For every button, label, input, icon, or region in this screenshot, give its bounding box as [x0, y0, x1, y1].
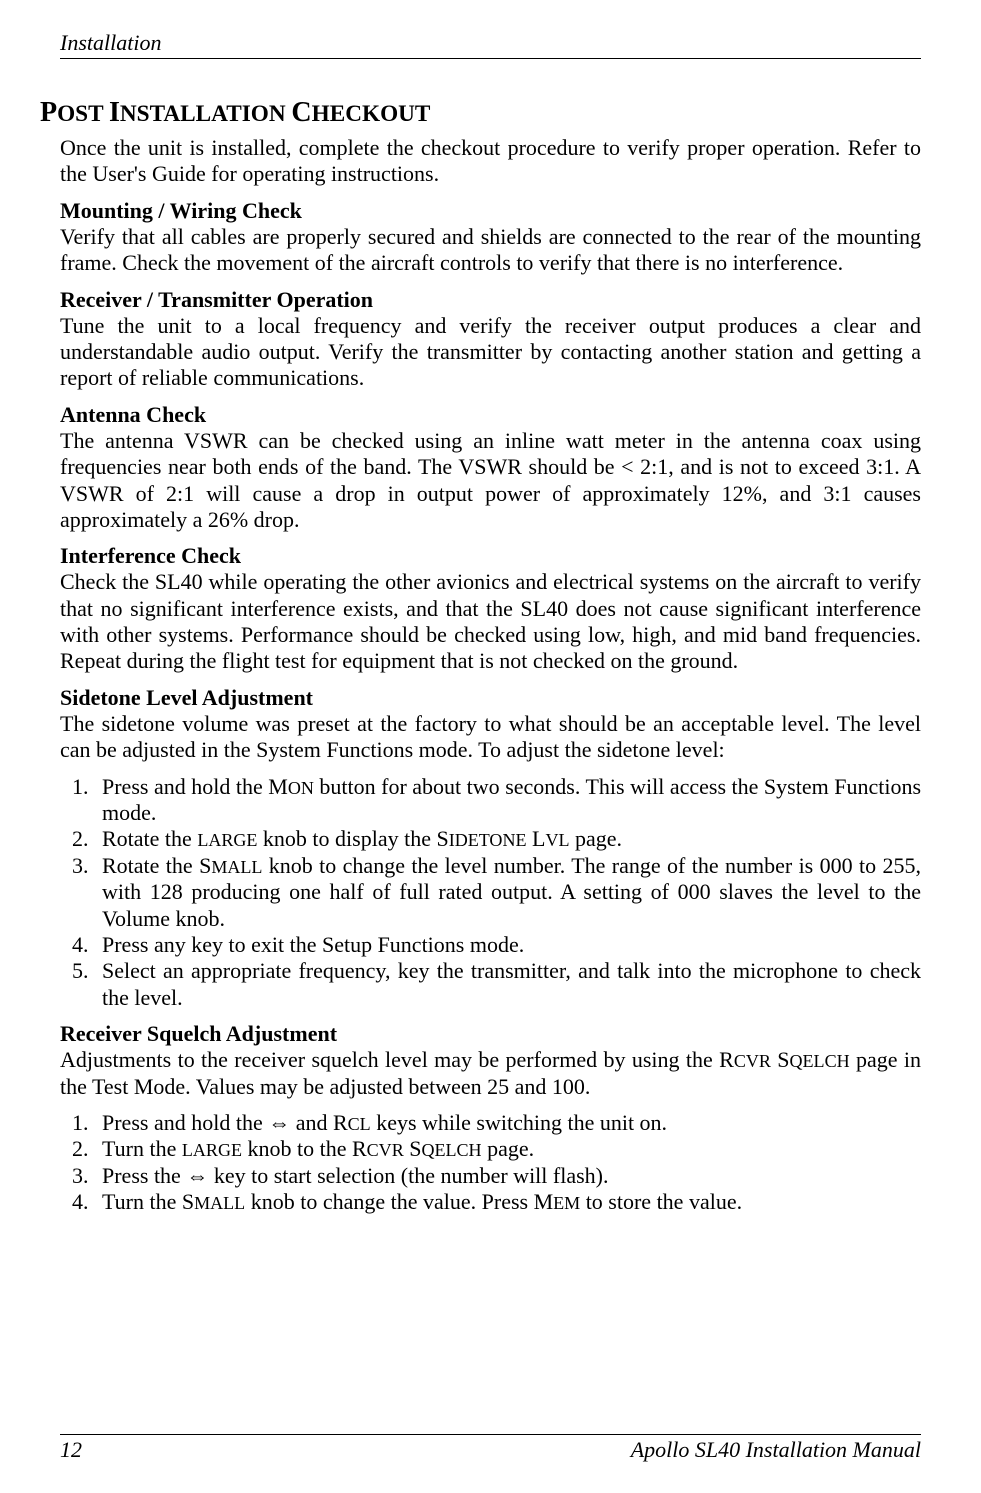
sc: VL — [545, 830, 569, 850]
sidetone-item-4: Press any key to exit the Setup Function… — [94, 932, 921, 958]
t: Turn the — [102, 1136, 182, 1161]
sc: MALL — [194, 1193, 245, 1213]
squelch-text: Adjustments to the receiver squelch leve… — [60, 1047, 921, 1100]
sc: EM — [553, 1193, 580, 1213]
antenna-text: The antenna VSWR can be checked using an… — [60, 428, 921, 534]
t: keys while switching the unit on. — [371, 1110, 667, 1135]
t: S — [771, 1047, 790, 1072]
t: Press and hold the ⇔ and R — [102, 1110, 348, 1135]
t: knob to the R — [242, 1136, 367, 1161]
t: page. — [570, 826, 623, 851]
page-footer: 12 Apollo SL40 Installation Manual — [60, 1434, 921, 1463]
t: knob to display the S — [257, 826, 448, 851]
sc: ON — [288, 778, 314, 798]
squelch-item-4: Turn the SMALL knob to change the value.… — [94, 1189, 921, 1215]
antenna-heading: Antenna Check — [60, 402, 921, 428]
squelch-item-3: Press the ⇔ key to start selection (the … — [94, 1163, 921, 1189]
t: Rotate the S — [102, 853, 211, 878]
hdg3: HECKOUT — [312, 101, 431, 127]
doc-title: Apollo SL40 Installation Manual — [631, 1437, 921, 1463]
sc: LARGE — [182, 1140, 242, 1160]
sc: IDETONE — [449, 830, 527, 850]
sidetone-heading: Sidetone Level Adjustment — [60, 685, 921, 711]
squelch-heading: Receiver Squelch Adjustment — [60, 1021, 921, 1047]
mounting-heading: Mounting / Wiring Check — [60, 198, 921, 224]
t: L — [527, 826, 546, 851]
interference-heading: Interference Check — [60, 543, 921, 569]
t: Press and hold the M — [102, 774, 288, 799]
sc: QELCH — [790, 1051, 850, 1071]
hdg1: OST — [57, 101, 109, 127]
hdg2: NSTALLATION — [120, 101, 292, 127]
sc: CVR — [734, 1051, 771, 1071]
sc: MALL — [211, 857, 262, 877]
squelch-item-1: Press and hold the ⇔ and RCL keys while … — [94, 1110, 921, 1136]
page-number: 12 — [60, 1437, 82, 1463]
sidetone-item-2: Rotate the LARGE knob to display the SID… — [94, 826, 921, 852]
page-header: Installation — [60, 30, 921, 59]
sc: LARGE — [197, 830, 257, 850]
squelch-list: Press and hold the ⇔ and RCL keys while … — [60, 1110, 921, 1216]
sidetone-item-3: Rotate the SMALL knob to change the leve… — [94, 853, 921, 932]
mounting-text: Verify that all cables are properly secu… — [60, 224, 921, 277]
t: Rotate the — [102, 826, 197, 851]
sc: CL — [348, 1114, 371, 1134]
sidetone-item-1: Press and hold the MON button for about … — [94, 774, 921, 827]
t: to store the value. — [580, 1189, 742, 1214]
sc: CVR — [367, 1140, 404, 1160]
receiver-heading: Receiver / Transmitter Operation — [60, 287, 921, 313]
receiver-text: Tune the unit to a local frequency and v… — [60, 313, 921, 392]
t: S — [404, 1136, 422, 1161]
t: page. — [482, 1136, 535, 1161]
main-heading: POST INSTALLATION CHECKOUT — [40, 97, 921, 129]
t: knob to change the value. Press M — [245, 1189, 553, 1214]
squelch-item-2: Turn the LARGE knob to the RCVR SQELCH p… — [94, 1136, 921, 1162]
sc: QELCH — [421, 1140, 481, 1160]
t: Adjustments to the receiver squelch leve… — [60, 1047, 734, 1072]
sidetone-text: The sidetone volume was preset at the fa… — [60, 711, 921, 764]
interference-text: Check the SL40 while operating the other… — [60, 569, 921, 675]
sidetone-list: Press and hold the MON button for about … — [60, 774, 921, 1012]
t: Turn the S — [102, 1189, 194, 1214]
intro-text: Once the unit is installed, complete the… — [60, 135, 921, 188]
sidetone-item-5: Select an appropriate frequency, key the… — [94, 958, 921, 1011]
